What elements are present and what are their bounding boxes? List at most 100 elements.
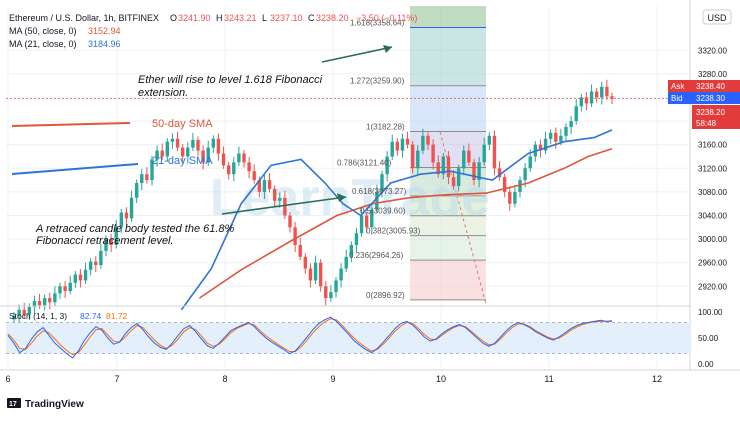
candle-body (472, 162, 476, 181)
moving-averages (6, 98, 690, 311)
candle-body (364, 215, 369, 228)
last-price-value: 3238.20 (696, 108, 725, 117)
candle-body (226, 165, 231, 175)
fib-band (410, 27, 486, 86)
candle-body (477, 162, 481, 181)
candle-body (370, 209, 374, 228)
sma50-callout-label: 50-day SMA (152, 118, 213, 130)
candle-body (589, 91, 594, 104)
time-tick-label: 7 (114, 374, 119, 384)
ohlc-key: O (170, 13, 177, 23)
candle-body (216, 138, 221, 154)
candle-body (390, 141, 394, 157)
candle-body (359, 215, 364, 234)
candle-body (497, 168, 502, 178)
stoch-d-line (7, 318, 613, 356)
candle-body (518, 180, 522, 192)
candle-body (528, 156, 532, 169)
fib-target-arrowhead (383, 45, 392, 53)
stoch-pane: 100.00 50.00 0.00 Stoch (14, 1, 3) 82.74 81.7… (0, 305, 723, 369)
ma21-line (180, 129, 613, 311)
price-tick-label: 3000.00 (698, 235, 727, 244)
ask-tag-label: Ask (671, 82, 685, 91)
price-tick-label: 3080.00 (698, 188, 727, 197)
candle-body (313, 262, 318, 281)
candle-body (349, 244, 354, 257)
price-tick-label: 3040.00 (698, 211, 727, 220)
ohlc-readout: O 3241.90 H 3243.21 L 3237.10 C 3238.20 −3.50 (−… (170, 13, 417, 23)
retrace-arrow (221, 196, 347, 215)
candle-body (543, 138, 548, 151)
candle-body (548, 132, 553, 139)
fib-target-arrow (321, 46, 393, 63)
fib-band (410, 215, 486, 236)
candle-body (426, 135, 430, 145)
fib-level-label: 0.786(3121.40) (337, 158, 392, 167)
candle-body (247, 162, 251, 172)
sma21-callout-line (11, 163, 139, 175)
candle-body (58, 286, 62, 294)
candle-body (334, 280, 338, 293)
currency-button[interactable] (702, 9, 732, 25)
candle-body (53, 293, 57, 303)
candle-body (165, 141, 170, 157)
candle-body (467, 150, 471, 163)
candle-body (22, 309, 26, 315)
candle-body (262, 180, 267, 192)
price-tick-label: 3320.00 (698, 46, 727, 55)
stoch-tick-label: 50.00 (698, 334, 719, 343)
candle-body (288, 215, 292, 228)
brand-name: TradingView (25, 399, 84, 410)
ohlc-key: C (308, 13, 315, 23)
fib-band (410, 195, 486, 216)
fib-labels: 1.618(3358.64) 1.272(3259.90) 1(3182.28) 0.… (337, 18, 421, 299)
candle-body (610, 96, 614, 99)
ask-tag-label-bg (668, 80, 692, 92)
fib-target-text-1: Ether will rise to level 1.618 Fibonacci (138, 74, 323, 86)
candle-body (579, 97, 584, 107)
bid-tag-label: Bid (671, 94, 683, 103)
candle-body (380, 174, 384, 192)
bid-tag-value: 3238.30 (696, 94, 725, 103)
ma50-legend: MA (50, close, 0) (9, 26, 77, 36)
annotations: Ether will rise to level 1.618 Fibonacci… (11, 45, 393, 247)
candle-body (318, 262, 323, 287)
ma21-legend: MA (21, close, 0) (9, 39, 77, 49)
fib-band (410, 235, 486, 261)
price-tick-label: 3280.00 (698, 70, 727, 79)
fib-level-label: 1(3182.28) (366, 123, 405, 132)
candle-body (27, 306, 32, 315)
stoch-tick-label: 100.00 (698, 308, 723, 317)
candle-body (559, 135, 563, 142)
candle-body (37, 301, 42, 306)
candle-body (83, 269, 88, 281)
candle-body (416, 150, 420, 169)
ohlc-value: 3238.20 (316, 13, 349, 23)
time-axis[interactable]: 6 7 8 9 10 11 12 (0, 369, 740, 384)
fib-band (410, 85, 486, 132)
candle-body (17, 309, 21, 316)
tradingview-logo[interactable]: 17 TradingView (7, 398, 84, 410)
candle-body (78, 274, 83, 281)
ohlc-value: 3237.10 (270, 13, 303, 23)
candle-body (487, 135, 492, 145)
grid-lines (6, 6, 690, 368)
candle-body (48, 298, 52, 303)
candle-body (303, 256, 308, 269)
candle-body (339, 268, 343, 281)
candle-body (436, 162, 440, 175)
candle-body (129, 197, 134, 219)
ohlc-value: 3243.21 (224, 13, 257, 23)
time-tick-label: 8 (222, 374, 227, 384)
candle-body (88, 261, 93, 270)
symbol-title: Ethereum / U.S. Dollar, 1h, BITFINEX (9, 13, 159, 23)
candle-body (196, 139, 200, 151)
candle-body (104, 239, 108, 251)
candle-body (237, 153, 241, 163)
candle-body (267, 180, 272, 189)
fib-target-text-2: extension. (138, 87, 188, 99)
candle-body (180, 147, 185, 157)
candle-body (191, 139, 195, 148)
candle-body (395, 141, 400, 151)
